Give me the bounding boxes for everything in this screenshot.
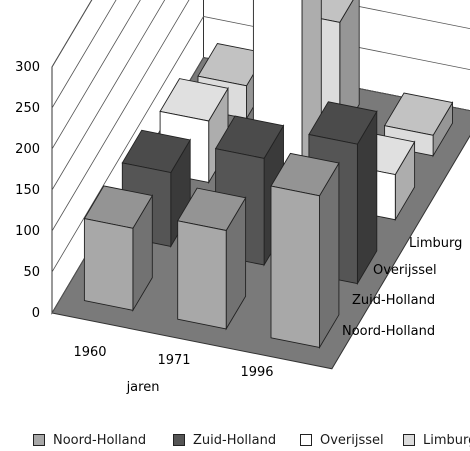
gridline [51, 0, 166, 191]
gridline [51, 0, 141, 150]
legend-label: Zuid-Holland [193, 432, 277, 448]
y-tick-label: 50 [23, 265, 40, 280]
y-tick-label: 100 [15, 224, 40, 239]
depth-tick-label: Noord-Holland [342, 324, 435, 339]
y-tick-label: 300 [15, 60, 40, 75]
legend-swatch [33, 434, 45, 446]
x-axis-labels: 1960 1971 1996 [73, 345, 273, 380]
bar-noord-holland-1971 [176, 187, 247, 331]
bar-noord-holland-1996 [270, 152, 340, 350]
legend-swatch [300, 434, 312, 446]
y-axis-ticks: 0 50 100 150 200 250 300 [15, 60, 40, 321]
legend-swatch [403, 434, 415, 446]
legend-item: Zuid-Holland [173, 430, 276, 450]
legend-label: Overijssel [320, 432, 384, 448]
gridline [51, 16, 470, 273]
y-tick-label: 150 [15, 183, 40, 198]
gridline [51, 0, 117, 109]
x-tick-label: 1971 [157, 353, 190, 368]
depth-tick-label: Zuid-Holland [352, 293, 435, 308]
legend: Noord-Holland Zuid-Holland Overijssel Limbu… [0, 430, 470, 450]
depth-axis-labels: Noord-Holland Zuid-Holland Overijssel Limbu… [342, 236, 462, 339]
y-tick-label: 250 [15, 101, 40, 116]
legend-item: Limburg [403, 430, 470, 450]
bar-noord-holland-1960 [83, 185, 154, 312]
bars [83, 0, 454, 350]
legend-swatch [173, 434, 185, 446]
gridline [51, 0, 470, 232]
x-tick-label: 1996 [240, 365, 273, 380]
legend-item: Overijssel [300, 430, 384, 450]
bar-limburg-1996 [383, 92, 454, 158]
legend-label: Noord-Holland [53, 432, 147, 448]
depth-tick-label: Overijssel [373, 263, 437, 278]
x-tick-label: 1960 [73, 345, 106, 360]
y-tick-label: 0 [32, 306, 40, 321]
legend-label: Limburg [423, 432, 470, 448]
y-tick-label: 200 [15, 142, 40, 157]
legend-item: Noord-Holland [33, 430, 146, 450]
x-axis-title: jaren [126, 380, 160, 395]
depth-tick-label: Limburg [409, 236, 462, 251]
